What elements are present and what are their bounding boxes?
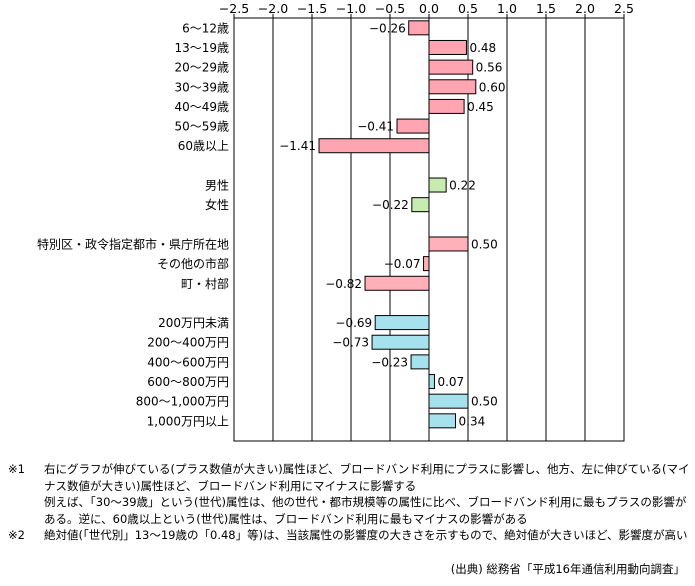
x-tick-label: −1.5 xyxy=(297,1,327,16)
value-label: −0.41 xyxy=(357,120,394,134)
bar xyxy=(408,20,430,36)
category-label: 400～600万円 xyxy=(147,355,229,369)
category-label: 男性 xyxy=(205,179,229,193)
value-label: −0.69 xyxy=(335,316,372,330)
value-label: −0.73 xyxy=(332,336,369,350)
category-label: 200万円未満 xyxy=(158,316,229,330)
note-1-number: ※1 xyxy=(8,462,25,476)
value-label: −0.22 xyxy=(372,198,409,212)
x-tick-label: −2.5 xyxy=(219,1,249,16)
value-labels: −0.26 0.48 0.56 0.60 0.45 −0.41 −1.41 0.22 −0.22… xyxy=(279,21,505,428)
bars xyxy=(318,20,477,429)
bar xyxy=(318,138,430,154)
value-label: 0.48 xyxy=(469,41,496,55)
x-tick-label: −1.0 xyxy=(336,1,366,16)
bar xyxy=(428,98,465,114)
x-tick-label: 0.0 xyxy=(419,1,439,16)
x-axis-tick-labels: −2.5 −2.0 −1.5 −1.0 −0.5 0.0 0.5 1.0 1.5 2.0 2.5 xyxy=(219,1,634,16)
attribute-impact-bar-chart: −2.5 −2.0 −1.5 −1.0 −0.5 0.0 0.5 1.0 1.5 2.0 2.5 6… xyxy=(37,1,634,442)
category-label: その他の市部 xyxy=(157,256,229,271)
category-label: 800～1,000万円 xyxy=(136,395,229,409)
category-label: 40～49歳 xyxy=(174,100,229,114)
x-tick-label: 2.0 xyxy=(575,1,595,16)
bar xyxy=(428,374,435,390)
bar xyxy=(428,39,467,55)
value-label: −0.82 xyxy=(325,277,362,291)
category-label: 6～12歳 xyxy=(182,21,229,35)
bar xyxy=(396,118,430,134)
category-label: 600～800万円 xyxy=(147,375,229,389)
bar xyxy=(428,177,447,193)
value-label: −0.26 xyxy=(369,21,406,35)
value-label: 0.50 xyxy=(471,395,498,409)
x-tick-label: 1.5 xyxy=(536,1,556,16)
bar xyxy=(364,275,430,291)
category-label: 50～59歳 xyxy=(174,120,229,134)
x-tick-label: 0.5 xyxy=(458,1,478,16)
category-labels: 6～12歳 13～19歳 20～29歳 30～39歳 40～49歳 50～59歳 60歳以上… xyxy=(37,21,229,428)
category-label: 1,000万円以上 xyxy=(147,414,229,428)
category-label: 200～400万円 xyxy=(147,336,229,350)
value-label: 0.60 xyxy=(479,80,506,94)
plot-frame xyxy=(233,17,625,442)
x-tick-label: 2.5 xyxy=(614,1,634,16)
note-2-body: 絶対値(「世代別」13～19歳の「0.48」等)は、当該属性の影響度の大きさを示… xyxy=(44,527,692,544)
note-1-body: 右にグラフが伸びている(プラス数値が大きい)属性ほど、ブロードバンド利用にプラス… xyxy=(44,461,692,527)
x-tick-label: 1.0 xyxy=(497,1,517,16)
bar xyxy=(371,334,430,350)
category-label: 町・村部 xyxy=(181,276,229,291)
bar xyxy=(428,79,477,95)
value-label: −1.41 xyxy=(279,139,316,153)
category-label: 30～39歳 xyxy=(174,80,229,94)
category-label: 60歳以上 xyxy=(178,139,229,153)
bar xyxy=(428,236,469,252)
bar xyxy=(428,413,457,429)
bar xyxy=(423,256,430,272)
bar xyxy=(374,315,430,331)
note-2-line-1: 絶対値(「世代別」13～19歳の「0.48」等)は、当該属性の影響度の大きさを示… xyxy=(44,528,688,542)
note-1: ※1 右にグラフが伸びている(プラス数値が大きい)属性ほど、ブロードバンド利用に… xyxy=(8,461,692,527)
x-tick-label: −2.0 xyxy=(258,1,288,16)
value-label: −0.07 xyxy=(384,257,421,271)
bar xyxy=(410,354,430,370)
category-label: 20～29歳 xyxy=(174,61,229,75)
note-2: ※2 絶対値(「世代別」13～19歳の「0.48」等)は、当該属性の影響度の大き… xyxy=(8,527,692,544)
value-label: 0.34 xyxy=(459,414,486,428)
x-tick-label: −0.5 xyxy=(375,1,405,16)
bar xyxy=(428,393,469,409)
notes: ※1 右にグラフが伸びている(プラス数値が大きい)属性ほど、ブロードバンド利用に… xyxy=(8,461,692,544)
value-label: 0.45 xyxy=(467,100,494,114)
value-label: 0.22 xyxy=(449,179,476,193)
source-citation: (出典) 総務省「平成16年通信利用動向調査」 xyxy=(450,562,685,576)
category-label: 女性 xyxy=(205,197,229,212)
value-label: 0.56 xyxy=(476,61,503,75)
value-label: 0.07 xyxy=(437,375,464,389)
note-1-line-2: 例えば、「30～39歳」という(世代)属性は、他の世代・都市規模等の属性に比べ、… xyxy=(44,495,687,526)
note-2-number: ※2 xyxy=(8,528,25,542)
bar xyxy=(411,197,430,213)
category-label: 特別区・政令指定都市・県庁所在地 xyxy=(37,236,229,251)
value-label: −0.23 xyxy=(371,355,408,369)
category-label: 13～19歳 xyxy=(174,41,229,55)
bar xyxy=(428,59,474,75)
note-1-line-1: 右にグラフが伸びている(プラス数値が大きい)属性ほど、ブロードバンド利用にプラス… xyxy=(44,462,690,493)
value-label: 0.50 xyxy=(471,237,498,251)
